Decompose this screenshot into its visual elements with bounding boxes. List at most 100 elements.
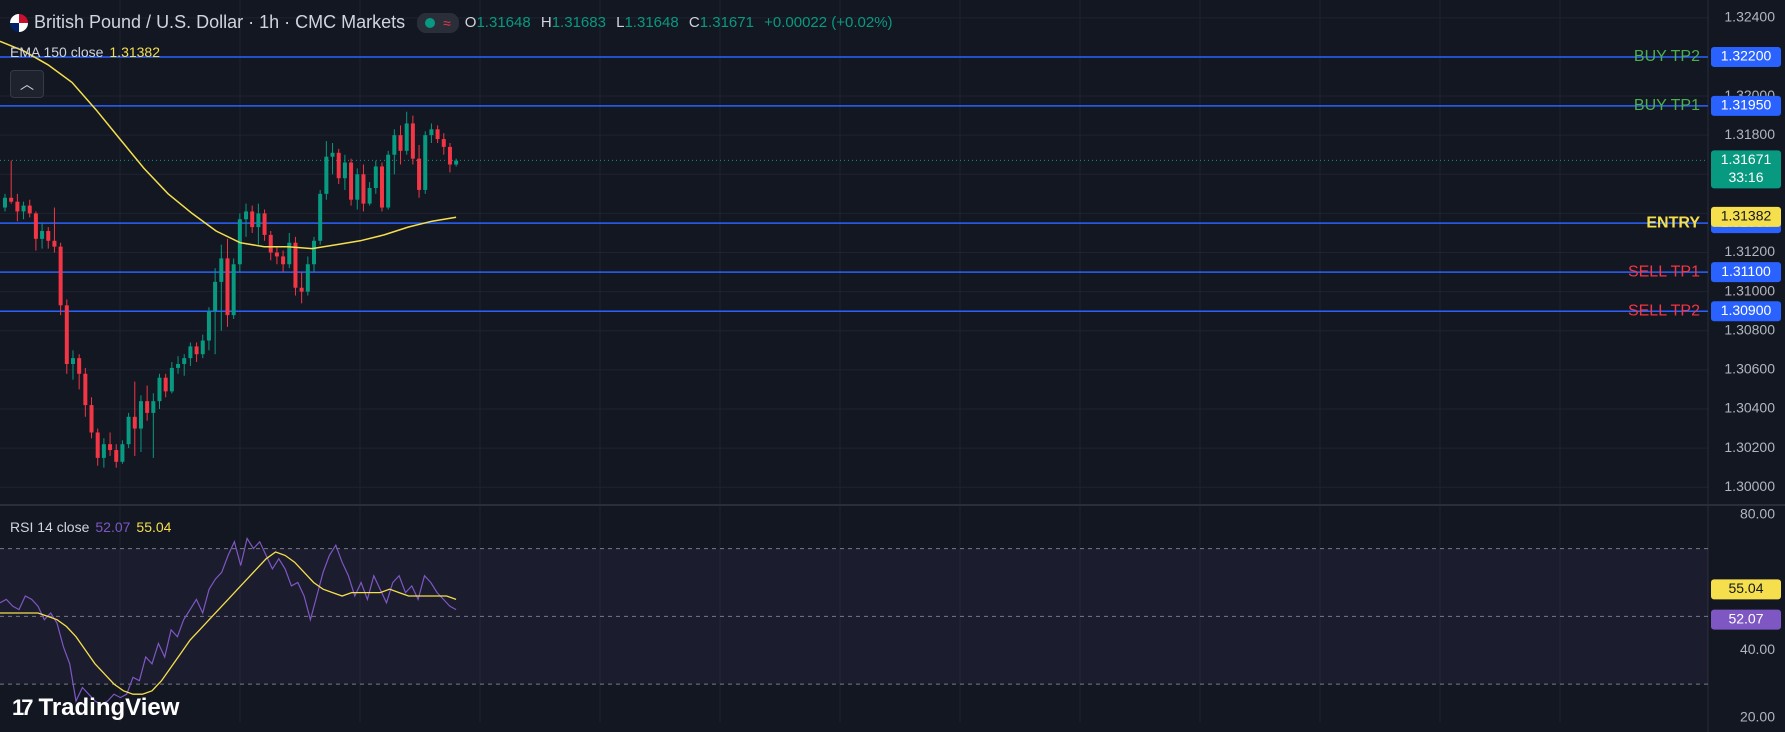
candle-body	[132, 416, 137, 429]
ema-legend-label: EMA 150 close	[10, 44, 104, 60]
level-price-tag-text: 1.31100	[1721, 263, 1771, 279]
candle-body	[219, 258, 224, 282]
candle-body	[386, 154, 391, 208]
high-value: 1.31683	[551, 14, 606, 31]
candle-body	[157, 377, 162, 402]
level-label: SELL TP2	[1628, 302, 1700, 319]
candle-body	[27, 205, 32, 214]
price-tick-label: 1.31000	[1724, 282, 1775, 298]
candle-body	[256, 213, 261, 228]
rsi-ma-legend-value: 55.04	[136, 519, 172, 535]
candle-body	[244, 211, 249, 220]
rsi-value-tag-text: 52.07	[1728, 610, 1763, 626]
candle-body	[114, 450, 119, 462]
candle-body	[250, 211, 255, 228]
level-label: BUY TP1	[1634, 97, 1700, 114]
candle-body	[324, 156, 329, 194]
high-label: H	[540, 14, 552, 31]
market-open-dot-icon	[425, 17, 436, 28]
symbol-title[interactable]: British Pound / U.S. Dollar · 1h · CMC M…	[34, 12, 406, 32]
candle-body	[188, 346, 193, 359]
market-status-pill[interactable]: ≈	[417, 12, 459, 33]
candle-body	[52, 240, 57, 247]
price-tick-label: 1.30800	[1724, 321, 1775, 337]
candle-body	[33, 213, 38, 239]
rsi-legend-value: 52.07	[95, 519, 131, 535]
close-label: C	[688, 14, 700, 31]
ema-price-tag	[1711, 206, 1781, 227]
candle-body	[120, 444, 125, 462]
rsi-tick-label: 20.00	[1740, 709, 1775, 725]
price-tick-label: 1.30200	[1724, 439, 1775, 455]
candle-body	[151, 401, 156, 413]
collapse-legend-button[interactable]: ︿	[10, 70, 44, 98]
candle-body	[169, 367, 174, 392]
candle-body	[373, 166, 378, 188]
rsi-ma-tag-text: 55.04	[1728, 580, 1763, 596]
rsi-value-tag	[1711, 609, 1781, 630]
candle-body	[145, 401, 150, 413]
level-label: BUY TP2	[1634, 48, 1700, 65]
candle-body	[349, 162, 354, 200]
rsi-tick-label: 40.00	[1740, 641, 1775, 657]
tradingview-logo-icon: 17	[12, 695, 34, 720]
candle-body	[410, 123, 415, 159]
last-price-tag-text: 33:16	[1728, 169, 1763, 185]
candle-body	[342, 162, 347, 179]
candle-body	[70, 358, 75, 365]
candle-body	[9, 197, 14, 202]
candle-body	[454, 160, 459, 165]
candle-body	[299, 287, 304, 292]
candle-body	[330, 152, 335, 157]
low-value: 1.31648	[624, 14, 679, 31]
approx-wave-icon: ≈	[443, 14, 451, 31]
close-value: 1.31671	[699, 14, 754, 31]
symbol-legend[interactable]: British Pound / U.S. Dollar · 1h · CMC M…	[10, 12, 899, 33]
brand-name: TradingView	[38, 694, 180, 721]
level-price-tag-text: 1.31950	[1721, 97, 1772, 113]
candle-body	[305, 264, 310, 292]
candle-body	[435, 129, 440, 140]
price-tick-label: 1.31200	[1724, 243, 1775, 259]
price-change: +0.00022 (+0.02%)	[764, 14, 893, 31]
candle-body	[101, 444, 106, 458]
candle-body	[429, 129, 434, 136]
candle-body	[176, 364, 181, 368]
gbp-usd-flag-icon	[10, 13, 28, 32]
level-price-tag	[1711, 301, 1781, 322]
rsi-legend-label: RSI 14 close	[10, 519, 90, 535]
ema-legend-value: 1.31382	[109, 44, 160, 60]
candle-body	[163, 377, 168, 392]
candle-body	[404, 123, 409, 151]
ema-line	[0, 40, 457, 250]
candle-body	[367, 187, 372, 204]
open-value: 1.31648	[476, 14, 531, 31]
ohlc-values: O1.31648 H1.31683 L1.31648 C1.31671 +0.0…	[465, 14, 899, 31]
ema-price-tag-text: 1.31382	[1721, 208, 1772, 224]
candle-body	[108, 444, 113, 451]
candle-body	[392, 135, 397, 155]
candle-body	[58, 246, 63, 306]
candle-body	[206, 311, 211, 341]
level-price-tag	[1711, 46, 1781, 67]
level-price-tag	[1711, 95, 1781, 116]
candle-body	[361, 174, 366, 204]
rsi-line	[0, 536, 457, 706]
candle-body	[336, 152, 341, 179]
rsi-ma-tag	[1711, 579, 1781, 600]
candle-body	[225, 258, 230, 316]
candle-body	[95, 432, 100, 458]
rsi-band	[0, 548, 1708, 685]
ema-legend[interactable]: EMA 150 close 1.31382	[10, 44, 160, 60]
rsi-legend[interactable]: RSI 14 close 52.07 55.04	[10, 519, 171, 535]
candle-body	[312, 240, 316, 265]
candle-body	[15, 201, 20, 212]
candle-body	[441, 139, 446, 147]
tradingview-logo[interactable]: 17 TradingView	[12, 694, 179, 722]
last-price-tag-text: 1.31671	[1721, 151, 1772, 167]
level-label: SELL TP1	[1628, 263, 1700, 280]
candle-body	[40, 231, 45, 239]
price-tick-label: 1.30000	[1724, 478, 1775, 494]
level-price-tag-text: 1.32200	[1721, 48, 1772, 64]
